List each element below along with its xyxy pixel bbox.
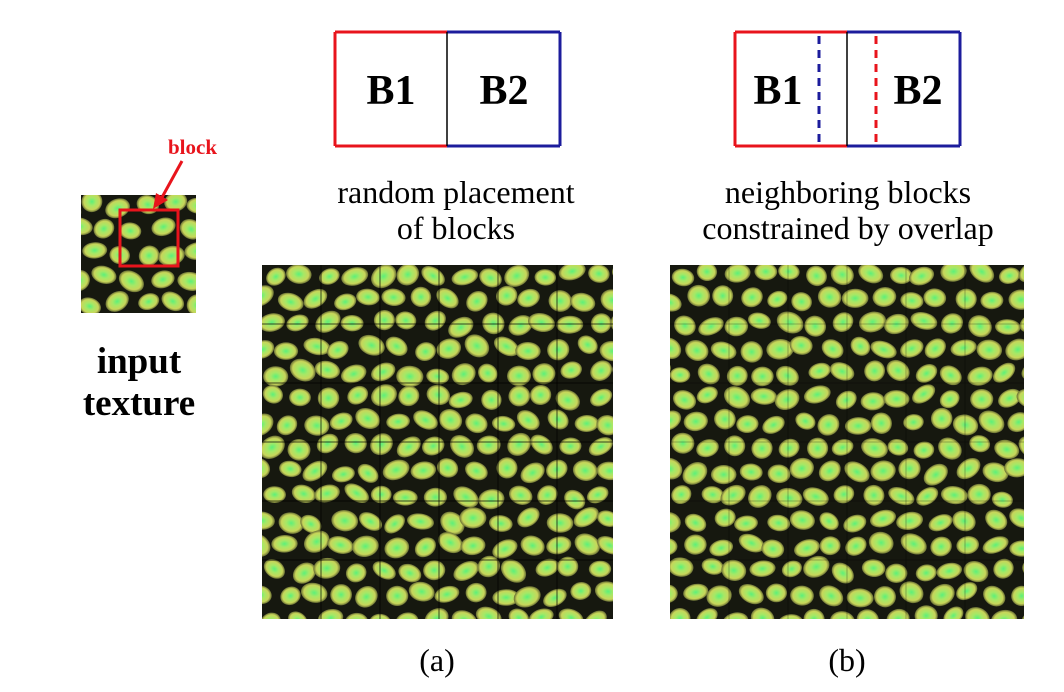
panel-a-caption: random placement of blocks bbox=[266, 174, 646, 246]
panel-a-letter: (a) bbox=[419, 642, 455, 678]
panel-b-letter: (b) bbox=[828, 642, 866, 678]
panel-b-caption: neighboring blocks constrained by overla… bbox=[658, 174, 1038, 246]
input-block-selection bbox=[118, 208, 180, 268]
panel-b-block-diagram bbox=[733, 30, 962, 148]
panel-b-synthesized-texture bbox=[670, 265, 1024, 619]
panel-a-block-diagram bbox=[333, 30, 562, 148]
input-caption-line1: input bbox=[96, 341, 182, 382]
panel-a-b2-label: B2 bbox=[479, 68, 529, 114]
panel-b-caption-line2: constrained by overlap bbox=[702, 210, 994, 246]
input-texture-caption: input texture bbox=[64, 341, 214, 425]
block-label: block bbox=[168, 135, 218, 159]
panel-b-caption-line1: neighboring blocks bbox=[724, 174, 972, 210]
panel-b-b2-label: B2 bbox=[893, 68, 943, 114]
panel-a-synthesized-texture bbox=[262, 265, 613, 619]
panel-a-caption-line1: random placement bbox=[337, 174, 575, 210]
block-arrow bbox=[153, 160, 184, 209]
panel-a-caption-line2: of blocks bbox=[396, 210, 516, 246]
input-caption-line2: texture bbox=[82, 383, 196, 424]
panel-a-b1-label: B1 bbox=[366, 68, 416, 114]
panel-b-b1-label: B1 bbox=[753, 68, 803, 114]
